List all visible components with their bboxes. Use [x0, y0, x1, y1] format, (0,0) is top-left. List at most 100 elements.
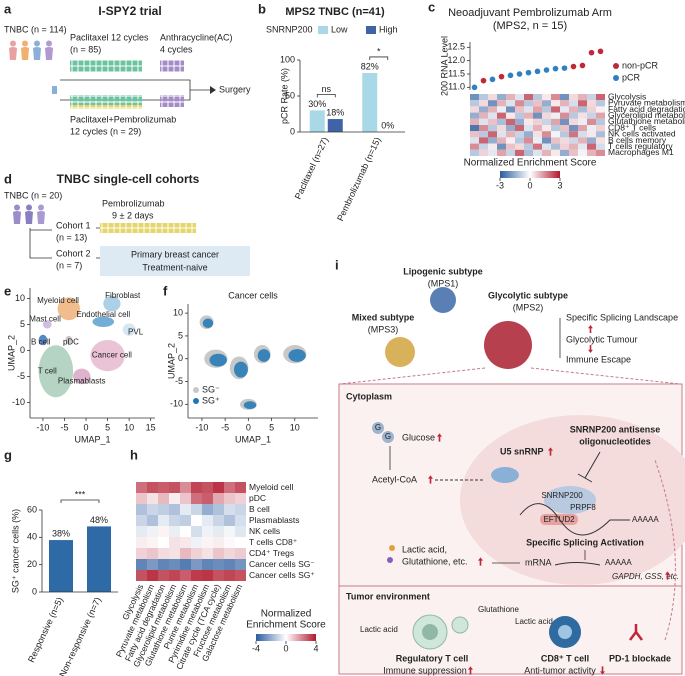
heat-cell	[569, 137, 578, 144]
heat-cell	[213, 548, 224, 559]
heat-cell	[533, 137, 542, 144]
y-tick-label: 5	[178, 330, 183, 340]
cohort-label: TNBC (n = 20)	[4, 190, 62, 200]
row-label: Myeloid cell	[249, 482, 294, 492]
legend-swatch	[613, 75, 619, 81]
heat-cell	[158, 493, 169, 504]
tumor-icon	[385, 337, 415, 367]
panel-label: c	[428, 0, 435, 14]
dot	[498, 73, 505, 80]
heat-cell	[158, 537, 169, 548]
heat-cell	[488, 106, 497, 113]
heat-cell	[213, 493, 224, 504]
cluster	[288, 349, 306, 362]
metabolite: Glutathione	[478, 605, 519, 614]
cluster	[42, 320, 52, 329]
bar	[327, 119, 343, 132]
drug-label: PD-1 blockade	[609, 653, 671, 663]
heat-cell	[596, 106, 605, 113]
cluster-label: Mast cell	[29, 314, 61, 323]
box-text: Treatment-naive	[142, 262, 207, 272]
heat-cell	[506, 112, 515, 119]
heat-cell	[147, 537, 158, 548]
cluster-label: PVL	[128, 327, 144, 336]
heat-cell	[180, 537, 191, 548]
flow-line	[96, 227, 100, 259]
metabolite: Lactic acid,	[402, 544, 447, 554]
heat-cell	[470, 143, 479, 150]
heat-cell	[497, 112, 506, 119]
x-tick-label: -10	[36, 422, 49, 432]
x-tick-label: 10	[124, 422, 134, 432]
y-tick-label: 60	[27, 504, 37, 514]
cohort-label: Cohort 1	[56, 220, 91, 230]
heat-cell	[515, 137, 524, 144]
heat-cell	[224, 559, 235, 570]
heat-cell	[169, 482, 180, 493]
sig-bracket	[316, 94, 336, 98]
link	[654, 459, 676, 641]
heat-cell	[524, 106, 533, 113]
metabolite: Lactic acid	[360, 625, 398, 634]
heat-cell	[551, 118, 560, 125]
heat-cell	[136, 482, 147, 493]
heat-cell	[587, 100, 596, 107]
heat-cell	[147, 482, 158, 493]
panel-label: a	[4, 1, 12, 16]
heat-cell	[524, 131, 533, 138]
heat-cell	[479, 149, 488, 156]
row-label: Fatty acid degradation	[608, 104, 685, 114]
cycles	[160, 60, 184, 72]
x-tick-label: -5	[60, 422, 68, 432]
heat-cell	[191, 515, 202, 526]
arm-label: 12 cycles (n = 29)	[70, 126, 141, 136]
heat-cell	[202, 493, 213, 504]
box-text: Primary breast cancer	[131, 249, 219, 259]
heat-cell	[169, 526, 180, 537]
x-tick-label: -10	[195, 422, 208, 432]
colorbar-label: Enrichment Score	[246, 620, 326, 631]
heat-cell	[560, 125, 569, 132]
colorbar-tick-label: 0	[283, 643, 288, 653]
complex-label: U5 snRNP	[500, 446, 544, 456]
heat-cell	[191, 482, 202, 493]
heat-cell	[488, 143, 497, 150]
icon	[33, 40, 41, 60]
info-box	[100, 246, 250, 276]
heat-cell	[213, 537, 224, 548]
panel-label: h	[130, 447, 138, 462]
heat-cell	[551, 149, 560, 156]
cycles	[100, 223, 196, 233]
heat-cell	[524, 112, 533, 119]
cd8-icon	[558, 625, 572, 639]
legend-swatch	[613, 63, 619, 69]
heat-cell	[191, 537, 202, 548]
heat-cell	[202, 537, 213, 548]
heat-cell	[578, 106, 587, 113]
heat-cell	[224, 482, 235, 493]
cell-label: CD8⁺ T cell	[541, 653, 589, 663]
dot	[507, 72, 514, 79]
x-tick-label: Non-responsive (n=7)	[57, 596, 103, 676]
subtype-label: (MPS3)	[368, 324, 399, 334]
row-label: CD4⁺ Tregs	[249, 548, 294, 558]
heat-cell	[506, 131, 515, 138]
cycles	[70, 60, 142, 72]
y-tick-label: 11.0	[448, 82, 465, 92]
heat-cell	[158, 548, 169, 559]
heat-cell	[470, 118, 479, 125]
heat-cell	[158, 504, 169, 515]
heat-cell	[479, 112, 488, 119]
subtype-label: Glycolytic subtype	[488, 290, 568, 300]
cluster	[73, 368, 91, 385]
cluster-label: T cell	[38, 366, 57, 375]
flow-line	[29, 228, 52, 259]
heat-cell	[497, 125, 506, 132]
x-tick-label: 0	[246, 422, 251, 432]
heat-cell	[515, 149, 524, 156]
heat-cell	[158, 559, 169, 570]
rna	[554, 562, 601, 566]
protein-icon	[540, 514, 578, 525]
heat-cell	[180, 570, 191, 581]
y-tick-label: 12.0	[447, 55, 465, 65]
